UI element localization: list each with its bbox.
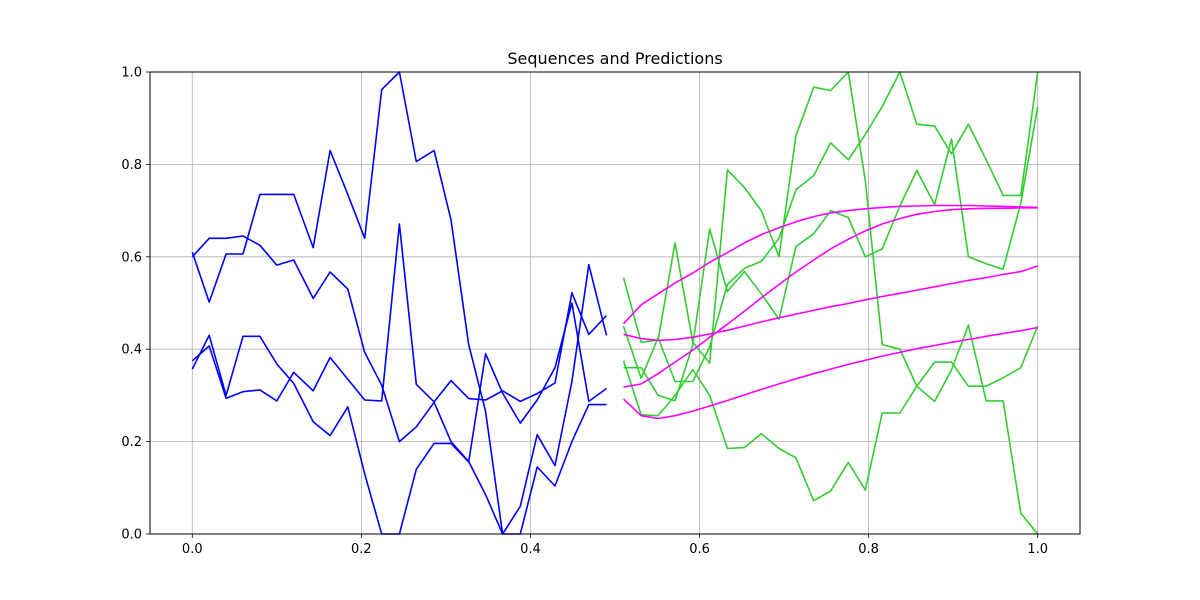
y-tick-label: 0.8 [121,158,142,173]
x-tick-label: 0.0 [182,542,203,557]
target-series-line [622,325,1039,502]
prediction-series-line [623,207,1038,388]
chart-title: Sequences and Predictions [507,49,722,68]
y-tick-label: 0.4 [121,343,142,358]
y-tick-label: 0.6 [121,250,142,265]
x-tick-label: 0.4 [520,542,541,557]
prediction-series-line [622,204,1038,325]
plot-frame [149,71,1081,535]
input-series-line [191,235,607,535]
x-tick-label: 0.2 [351,542,372,557]
target-series-line [623,106,1039,402]
x-tick-label: 0.8 [858,542,879,557]
x-tick-label: 0.6 [689,542,710,557]
y-tick-label: 0.0 [121,528,142,543]
target-series-line [622,71,1039,383]
prediction-series-line [622,326,1038,420]
input-series-line [191,223,608,403]
x-tick-label: 1.0 [1027,542,1048,557]
y-tick-label: 0.2 [121,435,142,450]
y-axis: 0.0 0.2 0.4 0.6 0.8 1.0 [121,66,150,543]
x-axis: 0.0 0.2 0.4 0.6 0.8 1.0 [182,534,1048,557]
y-tick-label: 1.0 [121,66,142,81]
prediction-series-line [623,265,1038,342]
